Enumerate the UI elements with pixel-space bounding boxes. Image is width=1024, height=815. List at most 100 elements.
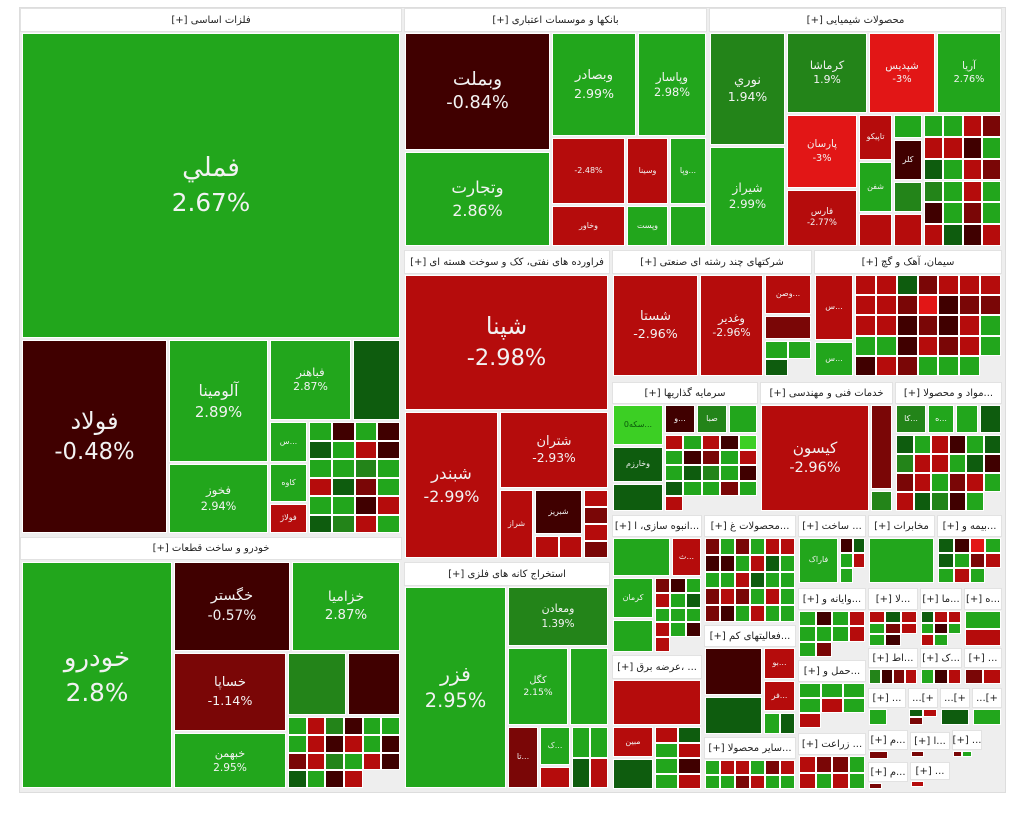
stock-tile[interactable] [729, 405, 757, 433]
stock-tile[interactable]: کاوه [270, 464, 307, 502]
stock-tile-small[interactable] [959, 295, 981, 316]
stock-tile[interactable]: ...س [815, 342, 853, 376]
stock-tile-small[interactable] [738, 480, 757, 496]
stock-tile[interactable] [871, 405, 892, 489]
stock-tile-small[interactable] [896, 473, 914, 492]
stock-tile-small[interactable] [909, 709, 923, 717]
stock-tile[interactable]: تاپيکو [859, 115, 892, 160]
stock-tile-small[interactable] [896, 492, 914, 511]
sector-header[interactable]: شرکتهای چند رشته ای صنعتی [+] [612, 250, 812, 274]
sector-header[interactable]: محصولات شیمیایی [+] [709, 8, 1002, 32]
stock-tile-small[interactable] [953, 751, 963, 757]
stock-tile-small[interactable] [362, 717, 382, 735]
stock-tile-small[interactable] [931, 435, 949, 454]
stock-tile-small[interactable] [655, 637, 671, 652]
stock-tile-small[interactable] [938, 335, 960, 356]
stock-tile-small[interactable] [288, 752, 307, 771]
stock-tile-small[interactable] [938, 553, 954, 568]
stock-tile-small[interactable] [966, 492, 984, 511]
stock-tile-small[interactable] [948, 473, 966, 492]
stock-tile-small[interactable] [832, 772, 849, 789]
stock-tile-small[interactable] [943, 180, 963, 203]
stock-tile-small[interactable] [309, 514, 332, 533]
stock-tile[interactable]: خبهمن 2.95% [174, 733, 286, 788]
stock-tile-small[interactable] [869, 634, 885, 646]
stock-tile-small[interactable] [896, 435, 914, 454]
stock-tile-small[interactable] [309, 477, 332, 496]
stock-tile[interactable] [570, 648, 608, 725]
stock-tile[interactable] [894, 214, 922, 246]
stock-tile-small[interactable] [948, 492, 966, 511]
stock-tile[interactable]: نوري 1.94% [710, 33, 785, 145]
stock-tile-small[interactable] [584, 541, 608, 558]
stock-tile-small[interactable] [720, 760, 735, 775]
stock-tile[interactable]: ...ک [540, 727, 570, 765]
stock-tile-small[interactable] [705, 571, 720, 589]
stock-tile-small[interactable] [738, 435, 757, 451]
stock-tile-small[interactable] [354, 477, 378, 496]
stock-tile-small[interactable] [983, 669, 1001, 684]
stock-tile-small[interactable] [896, 315, 918, 336]
stock-tile-small[interactable] [985, 553, 1001, 568]
stock-tile-small[interactable] [720, 480, 739, 496]
stock-tile-small[interactable] [843, 683, 865, 698]
stock-tile-small[interactable] [938, 355, 960, 376]
stock-tile-small[interactable] [948, 454, 966, 473]
stock-tile[interactable]: وسينا [627, 138, 668, 204]
stock-tile[interactable]: ...وپا [670, 138, 706, 204]
sector-header[interactable]: +]... [908, 688, 938, 708]
stock-tile-small[interactable] [685, 607, 701, 623]
stock-tile[interactable]: شپنا -2.98% [405, 275, 608, 410]
stock-tile-small[interactable] [938, 315, 960, 336]
stock-tile-small[interactable] [735, 588, 750, 606]
stock-tile-small[interactable] [981, 136, 1001, 159]
stock-tile[interactable]: خساپا -1.14% [174, 653, 286, 731]
stock-tile[interactable]: وبملت -0.84% [405, 33, 550, 150]
stock-tile-small[interactable] [765, 774, 780, 789]
stock-tile-small[interactable] [309, 459, 332, 478]
stock-tile[interactable]: کرمان [613, 578, 653, 618]
sector-header[interactable]: سرمایه گذاریها [+] [612, 382, 758, 404]
stock-tile-small[interactable] [590, 727, 608, 758]
stock-tile-small[interactable] [665, 465, 684, 481]
stock-tile-small[interactable] [962, 224, 982, 246]
stock-tile-small[interactable] [780, 571, 795, 589]
stock-tile-small[interactable] [788, 341, 811, 359]
stock-tile[interactable]: شبريز [535, 490, 582, 534]
stock-tile[interactable] [613, 620, 653, 652]
stock-tile[interactable]: وتجارت 2.86% [405, 152, 550, 246]
stock-tile[interactable] [705, 648, 762, 695]
sector-header[interactable]: ... زراعت [+] [798, 733, 866, 755]
stock-tile[interactable]: ...س [815, 275, 853, 340]
sector-header[interactable]: ...حمل و [+] [798, 660, 866, 682]
stock-tile-small[interactable] [843, 698, 865, 713]
stock-tile-small[interactable] [948, 435, 966, 454]
stock-tile-small[interactable] [720, 571, 735, 589]
stock-tile-small[interactable] [354, 514, 378, 533]
stock-tile-small[interactable] [938, 568, 954, 583]
stock-tile-small[interactable] [720, 465, 739, 481]
stock-tile-small[interactable] [913, 473, 931, 492]
stock-tile-small[interactable] [750, 538, 765, 555]
stock-tile-small[interactable] [720, 538, 735, 555]
stock-tile-small[interactable] [815, 756, 832, 773]
stock-tile[interactable] [670, 206, 706, 246]
stock-tile-small[interactable] [875, 315, 897, 336]
stock-tile-small[interactable] [985, 538, 1001, 553]
stock-tile-small[interactable] [765, 605, 780, 622]
stock-tile-small[interactable] [901, 611, 917, 623]
stock-tile-small[interactable] [931, 454, 949, 473]
stock-tile-small[interactable] [966, 435, 984, 454]
stock-tile-small[interactable] [869, 783, 882, 789]
stock-tile-small[interactable] [720, 605, 735, 622]
stock-tile-small[interactable] [309, 496, 332, 515]
stock-tile[interactable] [613, 538, 670, 576]
stock-tile-small[interactable] [799, 756, 816, 773]
stock-tile-small[interactable] [931, 492, 949, 511]
stock-tile-small[interactable] [670, 578, 686, 593]
sector-header[interactable]: فلزات اساسی [+] [20, 8, 402, 32]
stock-tile-small[interactable] [381, 752, 400, 771]
stock-tile[interactable]: فولاد -0.48% [22, 340, 167, 533]
stock-tile-small[interactable] [670, 607, 686, 623]
sector-header[interactable]: ...فعالیتهای کم [+] [704, 625, 796, 647]
